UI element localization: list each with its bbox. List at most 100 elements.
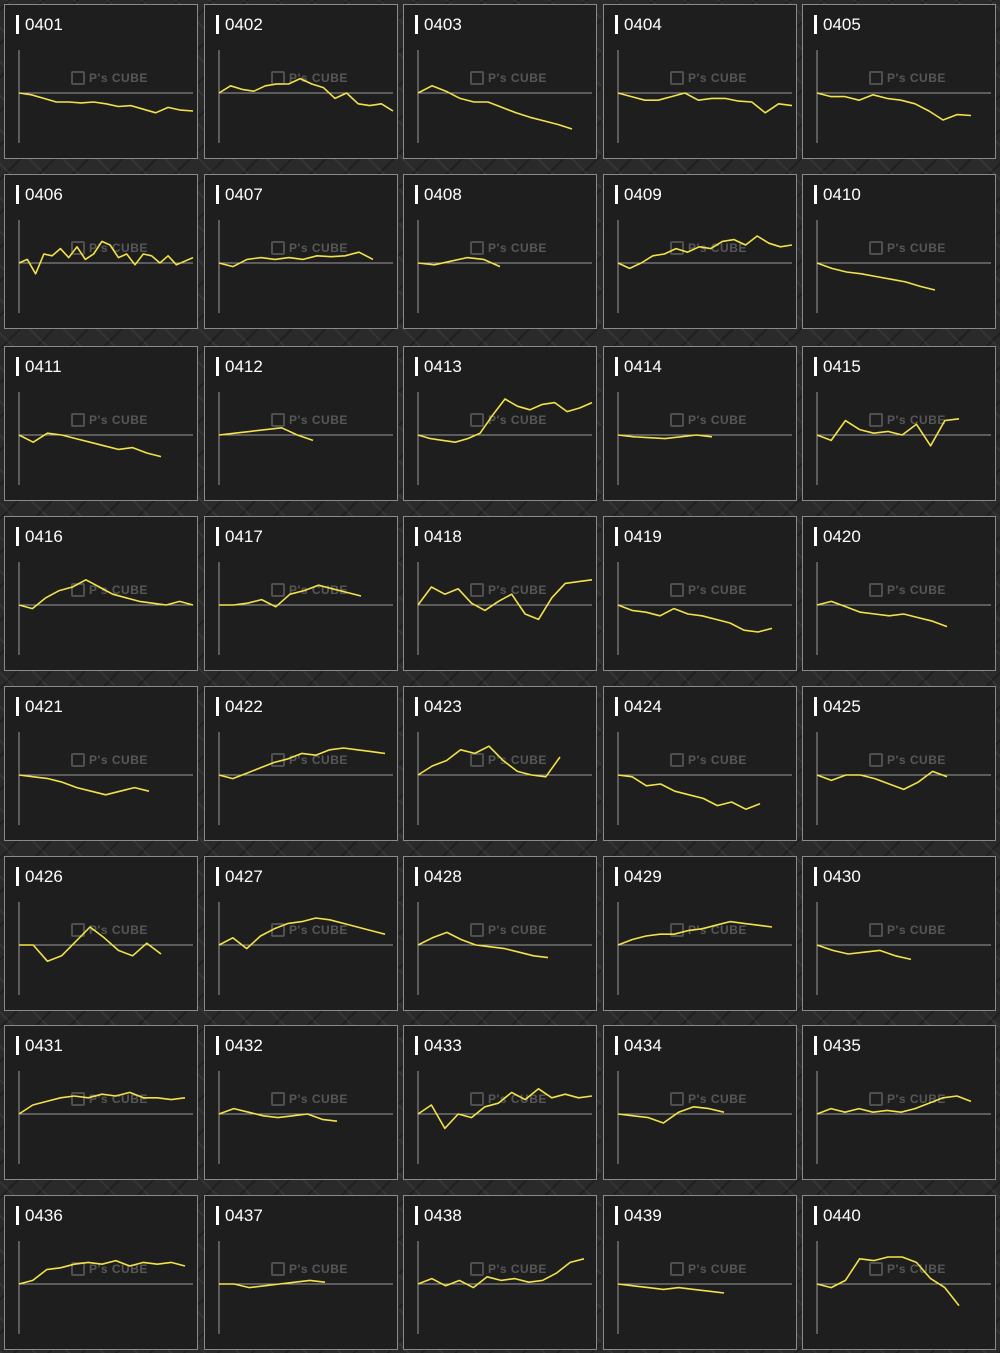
chart-panel-0432: 0432 P's CUBE: [204, 1025, 398, 1180]
line-chart: [18, 732, 193, 825]
chart-label: 0421: [16, 697, 63, 716]
watermark-logo-icon: [670, 1092, 684, 1106]
chart-label: 0426: [16, 867, 63, 886]
chart-panel-0405: 0405 P's CUBE: [802, 4, 996, 159]
chart-panel-0406: 0406 P's CUBE: [4, 174, 198, 329]
line-chart: [218, 392, 393, 485]
watermark-text: P's CUBE: [688, 583, 747, 597]
chart-panel-0431: 0431 P's CUBE: [4, 1025, 198, 1180]
watermark-text: P's CUBE: [688, 1262, 747, 1276]
watermark-text: P's CUBE: [289, 1092, 348, 1106]
series-line: [219, 1279, 326, 1289]
series-line: [816, 262, 936, 291]
chart-label: 0407: [216, 185, 263, 204]
series-line: [417, 745, 561, 778]
watermark-text: P's CUBE: [488, 753, 547, 767]
chart-panel-0425: 0425 P's CUBE: [802, 686, 996, 841]
series-line: [816, 418, 960, 447]
chart-panel-0434: 0434 P's CUBE: [603, 1025, 797, 1180]
series-line: [417, 85, 573, 130]
watermark-text: P's CUBE: [89, 413, 148, 427]
line-chart: [816, 562, 991, 655]
watermark-text: P's CUBE: [887, 71, 946, 85]
chart-label: 0413: [415, 357, 462, 376]
chart-label: 0402: [216, 15, 263, 34]
series-line: [816, 944, 912, 961]
watermark-logo-icon: [271, 241, 285, 255]
chart-panel-0410: 0410 P's CUBE: [802, 174, 996, 329]
watermark-logo-icon: [470, 583, 484, 597]
chart-panel-0403: 0403 P's CUBE: [403, 4, 597, 159]
chart-panel-0436: 0436 P's CUBE: [4, 1195, 198, 1350]
chart-label: 0401: [16, 15, 63, 34]
chart-panel-0401: 0401 P's CUBE: [4, 4, 198, 159]
chart-panel-0415: 0415 P's CUBE: [802, 346, 996, 501]
chart-label: 0405: [814, 15, 861, 34]
watermark-text: P's CUBE: [89, 241, 148, 255]
watermark-text: P's CUBE: [488, 923, 547, 937]
series-line: [417, 579, 593, 621]
chart-label: 0427: [216, 867, 263, 886]
line-chart: [816, 902, 991, 995]
chart-panel-0433: 0433 P's CUBE: [403, 1025, 597, 1180]
watermark-text: P's CUBE: [488, 583, 547, 597]
chart-label: 0410: [814, 185, 861, 204]
line-chart: [18, 562, 194, 655]
watermark-logo-icon: [869, 1262, 883, 1276]
chart-panel-0423: 0423 P's CUBE: [403, 686, 597, 841]
line-chart: [617, 1071, 792, 1164]
chart-panel-0409: 0409 P's CUBE: [603, 174, 797, 329]
watermark-logo-icon: [271, 413, 285, 427]
series-line: [617, 1283, 725, 1294]
chart-label: 0419: [615, 527, 662, 546]
watermark-logo-icon: [869, 413, 883, 427]
series-line: [18, 1091, 186, 1115]
chart-panel-0420: 0420 P's CUBE: [802, 516, 996, 671]
watermark-text: P's CUBE: [887, 753, 946, 767]
chart-panel-0422: 0422 P's CUBE: [204, 686, 398, 841]
chart-panel-0417: 0417 P's CUBE: [204, 516, 398, 671]
watermark-logo-icon: [470, 753, 484, 767]
watermark-logo-icon: [869, 753, 883, 767]
line-chart: [417, 392, 593, 485]
chart-label: 0417: [216, 527, 263, 546]
chart-label: 0429: [615, 867, 662, 886]
line-chart: [617, 732, 792, 825]
watermark-text: P's CUBE: [488, 413, 547, 427]
watermark-logo-icon: [71, 1092, 85, 1106]
watermark-text: P's CUBE: [887, 413, 946, 427]
line-chart: [18, 392, 193, 485]
line-chart: [417, 50, 592, 143]
series-line: [617, 604, 773, 633]
series-line: [18, 578, 194, 610]
chart-panel-0428: 0428 P's CUBE: [403, 856, 597, 1011]
chart-panel-0427: 0427 P's CUBE: [204, 856, 398, 1011]
line-chart: [417, 1071, 593, 1164]
line-chart: [417, 1241, 592, 1334]
series-line: [18, 240, 194, 275]
watermark-text: P's CUBE: [887, 923, 946, 937]
chart-panel-0430: 0430 P's CUBE: [802, 856, 996, 1011]
chart-label: 0424: [615, 697, 662, 716]
chart-panel-0408: 0408 P's CUBE: [403, 174, 597, 329]
chart-label: 0403: [415, 15, 462, 34]
watermark-logo-icon: [71, 753, 85, 767]
line-chart: [617, 220, 793, 313]
chart-panel-0411: 0411 P's CUBE: [4, 346, 198, 501]
watermark-text: P's CUBE: [89, 71, 148, 85]
watermark-text: P's CUBE: [289, 1262, 348, 1276]
watermark-text: P's CUBE: [89, 1092, 148, 1106]
watermark-text: P's CUBE: [488, 241, 547, 255]
series-line: [617, 434, 713, 440]
chart-label: 0425: [814, 697, 861, 716]
watermark-logo-icon: [470, 1262, 484, 1276]
series-line: [19, 926, 162, 962]
series-line: [218, 251, 374, 268]
series-line: [218, 747, 386, 780]
series-line: [816, 92, 972, 121]
line-chart: [816, 220, 991, 313]
chart-label: 0433: [415, 1036, 462, 1055]
watermark-text: P's CUBE: [688, 71, 747, 85]
line-chart: [18, 902, 193, 995]
series-line: [417, 1258, 585, 1289]
